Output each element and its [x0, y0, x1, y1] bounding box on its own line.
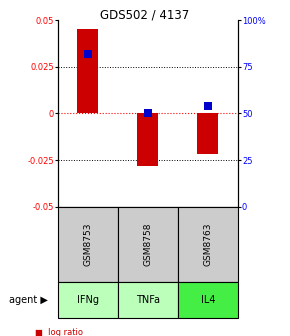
Bar [178, 282, 238, 318]
Bar [118, 282, 178, 318]
Text: IL4: IL4 [201, 295, 215, 305]
Bar [118, 207, 178, 282]
Point [86, 51, 90, 56]
Bar [58, 207, 118, 282]
Text: GSM8753: GSM8753 [84, 223, 93, 266]
Text: GSM8758: GSM8758 [143, 223, 153, 266]
Text: ■  log ratio: ■ log ratio [35, 328, 83, 336]
Text: agent ▶: agent ▶ [9, 295, 48, 305]
Point [206, 103, 210, 109]
Text: GDS502 / 4137: GDS502 / 4137 [100, 8, 190, 22]
Bar [77, 30, 98, 114]
Text: TNFa: TNFa [136, 295, 160, 305]
Point [146, 111, 150, 116]
Bar [58, 282, 118, 318]
Bar [137, 114, 158, 166]
Bar [197, 114, 218, 155]
Text: IFNg: IFNg [77, 295, 99, 305]
Text: GSM8763: GSM8763 [203, 223, 212, 266]
Bar [178, 207, 238, 282]
